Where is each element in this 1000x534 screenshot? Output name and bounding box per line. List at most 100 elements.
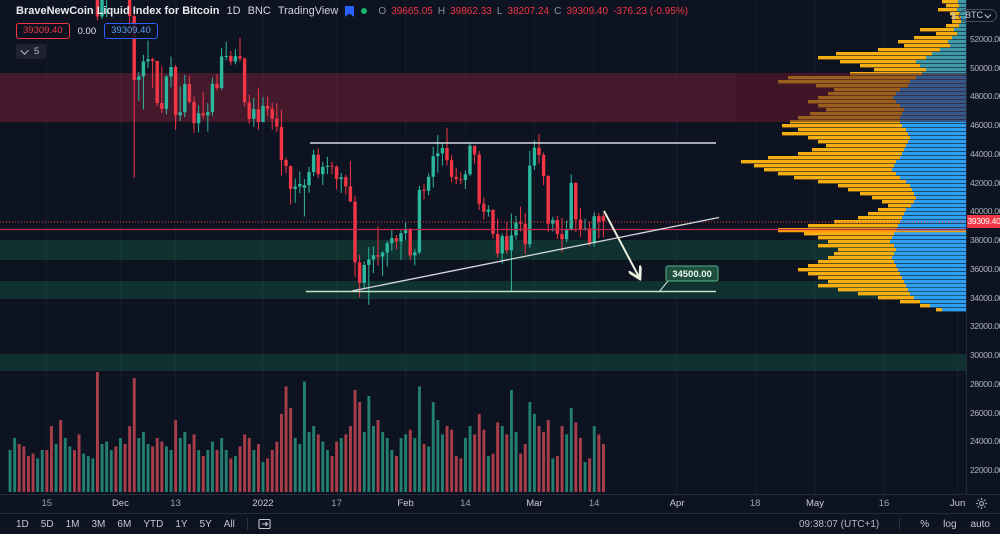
- collapse-indicators-button[interactable]: 5: [16, 44, 47, 59]
- unit-pill[interactable]: BTC: [959, 9, 997, 22]
- volume-profile-bar: [782, 124, 902, 128]
- volume-bar: [602, 444, 605, 492]
- volume-bar: [500, 426, 504, 492]
- candle-body: [173, 66, 178, 116]
- volume-bar: [59, 420, 63, 492]
- volume-profile-bar: [874, 68, 926, 72]
- candle-body: [288, 166, 293, 190]
- volume-bar: [330, 456, 334, 492]
- auto-scale-button[interactable]: auto: [970, 518, 990, 530]
- candle-body: [413, 252, 417, 256]
- candle-body: [201, 113, 205, 116]
- volume-bar: [54, 444, 58, 492]
- range-button-1m[interactable]: 1M: [65, 518, 80, 530]
- candle-body: [238, 56, 242, 59]
- candle-body: [569, 182, 573, 230]
- unit-toggle[interactable]: $ BTC: [951, 9, 997, 22]
- volume-bar: [367, 396, 371, 492]
- candle-body: [532, 147, 537, 166]
- volume-bar: [597, 434, 601, 492]
- gear-icon[interactable]: [976, 498, 987, 509]
- volume-bar: [165, 446, 168, 492]
- currency-symbol[interactable]: $: [950, 10, 956, 21]
- target-price-label[interactable]: [665, 265, 719, 282]
- candle-body: [495, 233, 500, 254]
- candle-body: [472, 145, 477, 155]
- volume-bar: [477, 414, 481, 492]
- price-tick: 52000.00: [970, 34, 1000, 45]
- indicator-count: 5: [34, 46, 40, 57]
- flag-icon[interactable]: [345, 5, 355, 17]
- ohlc-values: O 39665.05 H 39862.33 L 38207.24 C 39309.40 …: [378, 5, 689, 17]
- range-button-ytd[interactable]: YTD: [143, 518, 164, 530]
- volume-profile-bar: [920, 28, 954, 32]
- price-chart-canvas[interactable]: 34500.00: [0, 0, 966, 495]
- volume-bar: [266, 458, 270, 492]
- volume-profile-bar: [900, 272, 966, 276]
- candle-body: [564, 229, 569, 240]
- percent-scale-button[interactable]: %: [920, 518, 930, 530]
- drawing-line[interactable]: [351, 216, 720, 292]
- volume-bar: [284, 386, 288, 492]
- candle-body: [537, 147, 541, 156]
- volume-profile-bar: [840, 60, 916, 64]
- price-tick: 46000.00: [970, 120, 1000, 131]
- volume-profile-bar: [898, 224, 966, 228]
- candle-body: [431, 156, 435, 177]
- log-scale-button[interactable]: log: [943, 518, 957, 530]
- volume-profile-bar: [902, 124, 966, 128]
- range-button-3m[interactable]: 3M: [91, 518, 106, 530]
- volume-profile-bar: [878, 296, 914, 300]
- candle-body: [426, 176, 431, 191]
- volume-bar: [155, 438, 159, 492]
- candle-body: [307, 172, 311, 186]
- volume-profile-bar: [860, 64, 920, 68]
- volume-profile-bar: [908, 132, 966, 136]
- volume-bar: [206, 450, 210, 492]
- price-axis[interactable]: 52000.00 50000.00 48000.00 46000.00 44000.00…: [966, 0, 1000, 495]
- range-button-all[interactable]: All: [223, 518, 235, 530]
- drawing-line[interactable]: [658, 280, 669, 293]
- candle-body: [422, 189, 426, 191]
- volume-bar: [280, 414, 283, 492]
- range-button-5d[interactable]: 5D: [40, 518, 54, 530]
- volume-profile-bar: [916, 60, 966, 64]
- volume-profile-bar: [818, 260, 894, 264]
- range-button-1d[interactable]: 1D: [16, 518, 29, 530]
- volume-bar: [220, 438, 224, 492]
- volume-bar: [326, 450, 329, 492]
- volume-profile-bar: [946, 24, 959, 28]
- volume-bar: [353, 390, 357, 492]
- volume-profile-bar: [916, 196, 966, 200]
- range-button-5y[interactable]: 5Y: [199, 518, 212, 530]
- volume-profile-bar: [878, 208, 906, 212]
- candle-body: [155, 60, 159, 104]
- candle-body: [224, 55, 228, 57]
- range-button-6m[interactable]: 6M: [117, 518, 132, 530]
- volume-profile-bar: [818, 284, 906, 288]
- volume-bar: [482, 429, 486, 492]
- range-button-1y[interactable]: 1Y: [175, 518, 188, 530]
- volume-profile-bar: [926, 68, 966, 72]
- volume-profile-bar: [959, 24, 966, 28]
- volume-profile-bar: [858, 216, 902, 220]
- price-tick: 30000.00: [970, 350, 1000, 361]
- candle-body: [275, 118, 279, 127]
- chart-legend[interactable]: BraveNewCoin Liquid Index for Bitcoin 1D…: [16, 5, 688, 17]
- interval-label[interactable]: 1D: [226, 5, 241, 17]
- candle-body: [390, 238, 394, 244]
- go-to-date-icon[interactable]: [258, 518, 271, 530]
- volume-bar: [551, 458, 555, 492]
- time-tick: 2022: [252, 498, 274, 509]
- time-axis[interactable]: 15 Dec 13 2022 17 Feb 14 Mar 14 Apr 18 May 16 Jun: [0, 494, 1000, 513]
- volume-profile-bar: [906, 144, 966, 148]
- volume-bar: [261, 462, 265, 492]
- arrow-drawing[interactable]: [603, 210, 639, 277]
- clock-display[interactable]: 09:38:07 (UTC+1): [798, 518, 880, 530]
- price-tick: 26000.00: [970, 407, 1000, 418]
- volume-profile-bar: [920, 300, 966, 304]
- volume-profile-bar: [828, 280, 904, 284]
- last-price-label: 39309.40: [967, 214, 1000, 228]
- volume-profile-bar: [838, 248, 896, 252]
- volume-profile-bar: [890, 240, 966, 244]
